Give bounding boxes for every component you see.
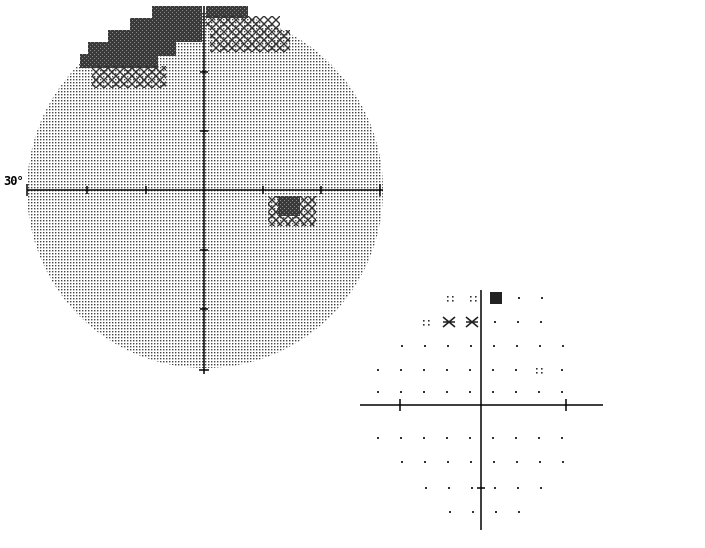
dot-symbol — [377, 437, 379, 439]
dot-symbol — [424, 461, 426, 463]
dot-symbol — [494, 321, 496, 323]
dot-symbol — [493, 461, 495, 463]
dot-symbol — [377, 369, 379, 371]
dot-symbol — [446, 369, 448, 371]
dot-symbol — [424, 345, 426, 347]
dot-symbol — [471, 487, 473, 489]
dot-symbol — [472, 511, 474, 513]
double-dot-symbol — [423, 320, 430, 326]
dot-symbol — [423, 391, 425, 393]
dot-symbol — [469, 437, 471, 439]
dot-symbol — [446, 391, 448, 393]
field-axes — [26, 6, 383, 374]
dot-symbol — [495, 511, 497, 513]
dot-symbol — [400, 369, 402, 371]
double-dot-symbol — [536, 368, 543, 374]
dot-symbol — [540, 487, 542, 489]
dot-symbol — [447, 345, 449, 347]
eccentricity-label: 30° — [4, 174, 24, 188]
dot-symbol — [425, 487, 427, 489]
dot-symbol — [517, 487, 519, 489]
dot-symbol — [423, 369, 425, 371]
dense-symbol — [490, 292, 502, 304]
sparse-axes — [360, 290, 603, 530]
dot-symbol — [561, 391, 563, 393]
crosshatch-symbol — [442, 316, 456, 328]
dot-symbol — [561, 437, 563, 439]
dot-symbol — [400, 437, 402, 439]
dot-symbol — [401, 461, 403, 463]
dot-symbol — [446, 437, 448, 439]
dot-symbol — [538, 391, 540, 393]
dot-symbol — [561, 369, 563, 371]
dot-symbol — [448, 487, 450, 489]
dot-symbol — [518, 511, 520, 513]
dot-symbol — [423, 437, 425, 439]
dot-symbol — [401, 345, 403, 347]
dot-symbol — [515, 369, 517, 371]
blind-spot-defect — [268, 196, 316, 226]
dot-symbol — [470, 461, 472, 463]
dot-symbol — [493, 345, 495, 347]
dot-symbol — [516, 345, 518, 347]
dot-symbol — [541, 297, 543, 299]
dot-symbol — [469, 391, 471, 393]
dot-symbol — [377, 391, 379, 393]
dot-symbol — [515, 391, 517, 393]
dot-symbol — [516, 461, 518, 463]
double-dot-symbol — [470, 296, 477, 302]
dot-symbol — [449, 511, 451, 513]
dot-symbol — [492, 437, 494, 439]
sparse-symbols — [377, 292, 564, 513]
dot-symbol — [538, 437, 540, 439]
dot-symbol — [469, 369, 471, 371]
dot-symbol — [518, 297, 520, 299]
dot-symbol — [517, 321, 519, 323]
superior-defect-cluster — [80, 6, 290, 88]
dot-symbol — [539, 461, 541, 463]
dot-symbol — [447, 461, 449, 463]
dot-symbol — [492, 369, 494, 371]
dot-symbol — [494, 487, 496, 489]
dot-symbol — [470, 345, 472, 347]
crosshatch-symbol — [465, 316, 479, 328]
dot-symbol — [540, 321, 542, 323]
dot-symbol — [562, 345, 564, 347]
dot-symbol — [562, 461, 564, 463]
dot-symbol — [515, 437, 517, 439]
double-dot-symbol — [447, 296, 454, 302]
dot-symbol — [539, 345, 541, 347]
dot-symbol — [492, 391, 494, 393]
dot-symbol — [400, 391, 402, 393]
